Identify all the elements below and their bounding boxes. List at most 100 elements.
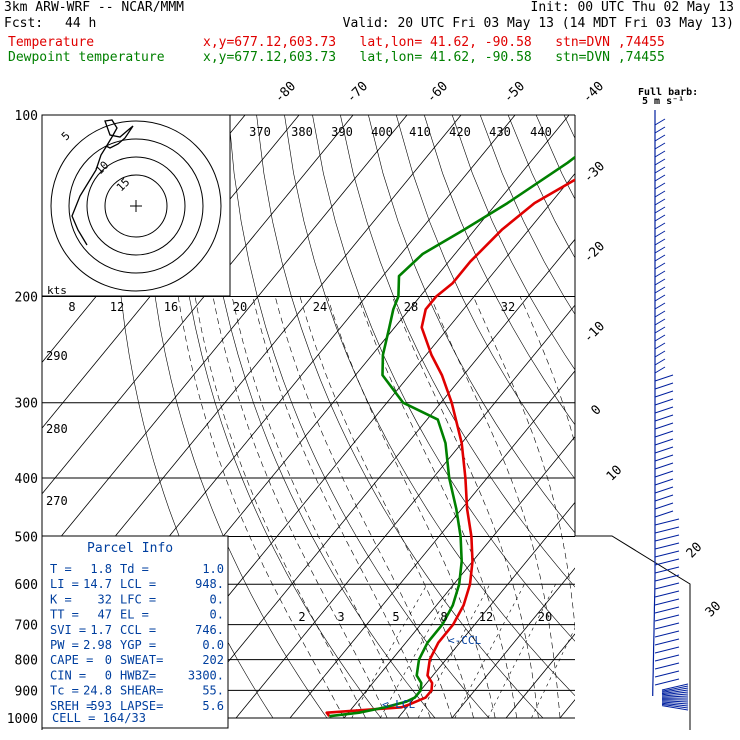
mixing-ratio-label: 2	[298, 610, 305, 624]
wind-barb	[654, 310, 666, 318]
dry-adiabat	[451, 115, 575, 371]
wind-barb	[654, 166, 666, 174]
mixing-ratio-label: 3	[337, 610, 344, 624]
hodograph-trace	[71, 119, 134, 246]
isotherm-label: -70	[344, 79, 371, 106]
theta-e-label: 410	[409, 125, 431, 139]
wind-barb	[654, 518, 680, 526]
theta-e-label: 390	[331, 125, 353, 139]
isotherm-line	[42, 115, 408, 561]
right-axis-extension	[575, 535, 691, 730]
moist-adiabat	[392, 296, 539, 719]
wind-barb	[654, 182, 666, 190]
wind-barb	[654, 118, 666, 126]
dry-adiabat-label: 280	[46, 422, 68, 436]
wind-barb	[654, 302, 666, 310]
dry-adiabat	[172, 115, 382, 719]
dry-adiabat-label: 270	[46, 494, 68, 508]
wind-barb	[654, 134, 666, 142]
temperature-location: x,y=677.12,603.73 lat,lon= 41.62, -90.58…	[203, 35, 665, 50]
wind-barb	[654, 550, 680, 558]
isotherm-line	[289, 370, 575, 719]
wind-barb	[654, 422, 674, 430]
speed-scale-label: 12	[110, 300, 124, 314]
moist-adiabat	[519, 296, 575, 446]
ccl-marker: <-CCL	[448, 634, 481, 647]
pressure-tick-label: 800	[15, 654, 38, 669]
isotherm-line	[42, 115, 354, 495]
wind-barb	[654, 654, 680, 662]
wind-barb	[654, 214, 666, 222]
isotherm-line	[668, 115, 740, 718]
barb-legend-title: Full barb:	[638, 87, 698, 98]
wind-barb-flag	[661, 691, 689, 696]
isotherm-label: 0	[588, 402, 604, 418]
wind-barb	[654, 446, 674, 454]
hodograph-units: kts	[47, 284, 67, 297]
dry-adiabat	[228, 115, 490, 719]
wind-barb	[654, 430, 674, 438]
wind-barb	[654, 414, 674, 422]
mixing-ratio-line	[380, 584, 455, 719]
isotherm-label: -20	[581, 239, 608, 266]
pressure-tick-label: 200	[15, 291, 38, 306]
wind-barb	[654, 262, 666, 270]
theta-e-label: 370	[249, 125, 271, 139]
wind-barb	[654, 222, 666, 230]
sounding-profiles	[325, 155, 575, 718]
dry-adiabat	[144, 115, 328, 719]
wind-barb	[654, 390, 674, 398]
dry-adiabat	[592, 115, 740, 718]
dry-adiabat	[340, 115, 575, 588]
wind-barb	[654, 286, 666, 294]
isotherm-line	[559, 699, 575, 719]
temperature-legend: Temperature	[8, 35, 95, 50]
mixing-ratio-label: 5	[392, 610, 399, 624]
lcl-marker: <-LCL	[382, 698, 415, 711]
wind-barb	[654, 494, 674, 502]
wind-barb	[654, 158, 666, 166]
wind-barb	[654, 454, 674, 462]
isotherm-label: -10	[581, 319, 608, 346]
isotherm-label: 20	[684, 540, 706, 562]
forecast-hour: 44 h	[65, 16, 97, 31]
wind-barb	[654, 662, 680, 670]
speed-scale-label: 28	[404, 300, 418, 314]
mixing-ratio-label: 8	[440, 610, 447, 624]
wind-barb	[654, 374, 674, 382]
moist-adiabat	[212, 296, 388, 719]
wind-barb	[654, 534, 680, 542]
speed-scale-label: 24	[313, 300, 327, 314]
theta-e-label: 380	[291, 125, 313, 139]
speed-scale-label: 20	[233, 300, 247, 314]
isotherm-label: -60	[424, 79, 451, 106]
theta-e-label: 400	[371, 125, 393, 139]
dry-adiabat	[676, 115, 740, 718]
wind-barb	[654, 590, 680, 598]
wind-barb-flag	[661, 693, 689, 697]
wind-barb	[654, 254, 666, 262]
moist-adiabat	[252, 296, 431, 719]
isotherm-label: -40	[580, 79, 607, 106]
init-time: Init: 00 UTC Thu 02 May 13	[530, 0, 735, 15]
hodograph-ring	[86, 156, 186, 256]
wind-barb	[654, 142, 666, 150]
wind-barb-flag	[661, 701, 689, 705]
wind-barb	[654, 582, 680, 590]
wind-barb	[654, 470, 674, 478]
valid-time: Valid: 20 UTC Fri 03 May 13 (14 MDT Fri …	[342, 16, 734, 31]
wind-barb	[654, 630, 680, 638]
wind-barb	[654, 246, 666, 254]
theta-e-label: 420	[449, 125, 471, 139]
wind-barb	[654, 238, 666, 246]
wind-barb	[654, 566, 680, 574]
pressure-tick-label: 1000	[7, 712, 38, 727]
dry-adiabat	[620, 115, 740, 718]
wind-barb	[654, 366, 666, 374]
wind-barb	[654, 462, 674, 470]
wind-barb	[654, 486, 674, 494]
pressure-tick-label: 100	[15, 109, 38, 124]
mixing-ratio-label: 20	[538, 610, 552, 624]
wind-barb	[654, 350, 666, 358]
